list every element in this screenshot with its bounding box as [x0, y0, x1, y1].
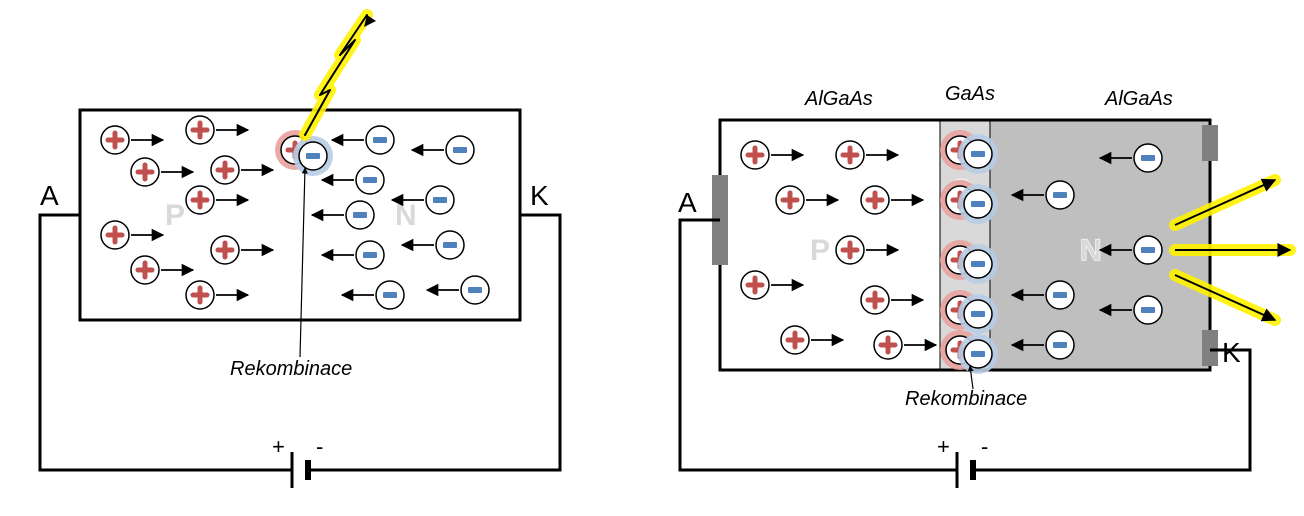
electron-particle — [446, 136, 474, 164]
recomb-pointer — [300, 168, 305, 357]
electron-particle — [293, 136, 333, 176]
hole-particle — [211, 156, 239, 184]
zone-label: P — [165, 199, 185, 232]
mat-label: GaAs — [945, 83, 995, 105]
electron-particle — [1046, 331, 1074, 359]
recomb-label: Rekombinace — [230, 358, 352, 380]
zone-label: P — [810, 234, 830, 267]
electron-particle — [346, 201, 374, 229]
hole-particle — [186, 116, 214, 144]
hole-particle — [861, 186, 889, 214]
electron-particle — [461, 276, 489, 304]
hole-particle — [131, 158, 159, 186]
electron-particle — [1134, 296, 1162, 324]
hole-particle — [776, 186, 804, 214]
cathode-label: K — [530, 180, 549, 211]
recomb-label: Rekombinace — [905, 388, 1027, 410]
hole-particle — [781, 326, 809, 354]
electron-particle — [1134, 236, 1162, 264]
electron-particle — [958, 134, 998, 174]
electron-particle — [356, 241, 384, 269]
electron-particle — [366, 126, 394, 154]
hole-particle — [186, 281, 214, 309]
anode-label: A — [40, 180, 59, 211]
zone-label: N — [1080, 234, 1102, 267]
hole-particle — [101, 126, 129, 154]
hole-particle — [186, 186, 214, 214]
hole-particle — [874, 331, 902, 359]
contact — [1202, 125, 1218, 161]
electron-particle — [1046, 181, 1074, 209]
hole-particle — [131, 256, 159, 284]
battery-plus-label: + — [937, 434, 950, 459]
electron-particle — [1134, 144, 1162, 172]
anode-label: A — [678, 187, 697, 218]
electron-particle — [436, 231, 464, 259]
hole-particle — [861, 286, 889, 314]
battery-minus-label: - — [316, 434, 323, 459]
hole-particle — [836, 141, 864, 169]
hole-particle — [211, 236, 239, 264]
electron-particle — [958, 184, 998, 224]
cathode-label: K — [1222, 337, 1241, 368]
zone-label: N — [395, 199, 417, 232]
hole-particle — [741, 141, 769, 169]
contact — [1202, 330, 1218, 366]
wire — [40, 215, 280, 470]
battery-minus-label: - — [981, 434, 988, 459]
electron-particle — [426, 186, 454, 214]
electron-particle — [958, 294, 998, 334]
electron-particle — [958, 244, 998, 284]
electron-particle — [356, 166, 384, 194]
mat-label: AlGaAs — [804, 88, 873, 110]
mat-label: AlGaAs — [1104, 88, 1173, 110]
hole-particle — [101, 221, 129, 249]
hole-particle — [741, 271, 769, 299]
electron-particle — [958, 334, 998, 374]
hole-particle — [836, 236, 864, 264]
electron-particle — [376, 281, 404, 309]
battery-plus-label: + — [272, 434, 285, 459]
electron-particle — [1046, 281, 1074, 309]
